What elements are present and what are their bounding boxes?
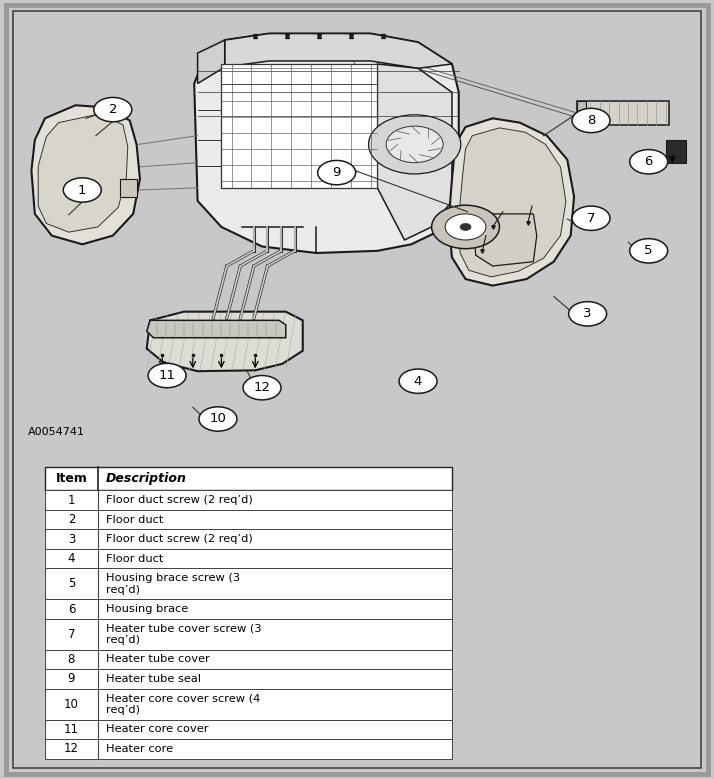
Bar — [45, 599, 452, 619]
Text: Heater tube seal: Heater tube seal — [106, 674, 201, 684]
Circle shape — [199, 407, 237, 431]
Circle shape — [431, 205, 500, 249]
Circle shape — [630, 150, 668, 174]
Polygon shape — [448, 118, 574, 286]
Text: 12: 12 — [253, 381, 271, 394]
Text: 5: 5 — [68, 577, 75, 590]
Bar — [45, 689, 452, 720]
Text: Heater tube cover: Heater tube cover — [106, 654, 210, 664]
Text: 1: 1 — [78, 184, 86, 196]
Bar — [45, 510, 452, 530]
Text: Heater core cover screw (4
req’d): Heater core cover screw (4 req’d) — [106, 693, 261, 715]
Polygon shape — [39, 114, 128, 232]
Circle shape — [94, 97, 132, 122]
Text: 5: 5 — [645, 245, 653, 257]
Text: 7: 7 — [68, 628, 75, 640]
Text: Description: Description — [106, 472, 187, 485]
Polygon shape — [221, 64, 377, 188]
Text: 3: 3 — [68, 533, 75, 545]
Text: Heater tube cover screw (3
req’d): Heater tube cover screw (3 req’d) — [106, 623, 261, 645]
Circle shape — [572, 206, 610, 231]
Text: 12: 12 — [64, 742, 79, 756]
Text: Floor duct screw (2 req’d): Floor duct screw (2 req’d) — [106, 495, 253, 505]
Text: Heater core: Heater core — [106, 744, 174, 754]
Text: A0054741: A0054741 — [28, 427, 85, 437]
Circle shape — [568, 301, 607, 326]
Polygon shape — [194, 33, 458, 253]
Text: 4: 4 — [68, 552, 75, 565]
Polygon shape — [225, 33, 452, 69]
Text: 4: 4 — [414, 375, 422, 388]
Text: 10: 10 — [64, 698, 79, 710]
Text: 3: 3 — [583, 308, 592, 320]
Text: Floor duct screw (2 req’d): Floor duct screw (2 req’d) — [106, 534, 253, 545]
Text: Housing brace: Housing brace — [106, 604, 188, 614]
Circle shape — [64, 178, 101, 203]
Text: Heater core cover: Heater core cover — [106, 724, 208, 735]
Polygon shape — [31, 105, 140, 245]
Polygon shape — [377, 64, 452, 240]
Text: Item: Item — [56, 472, 87, 485]
Polygon shape — [473, 214, 537, 266]
Circle shape — [460, 224, 471, 231]
Polygon shape — [198, 40, 225, 83]
Circle shape — [243, 375, 281, 400]
Circle shape — [630, 238, 668, 263]
Bar — [45, 650, 452, 669]
Polygon shape — [146, 312, 303, 371]
Text: 9: 9 — [333, 166, 341, 179]
Circle shape — [318, 160, 356, 185]
Polygon shape — [665, 140, 686, 163]
Text: Floor duct: Floor duct — [106, 515, 164, 524]
Bar — [45, 530, 452, 549]
Bar — [45, 669, 452, 689]
Polygon shape — [578, 101, 669, 125]
Circle shape — [368, 115, 461, 174]
Bar — [45, 549, 452, 569]
Polygon shape — [458, 128, 566, 277]
Circle shape — [399, 369, 437, 393]
Text: 8: 8 — [587, 114, 595, 127]
Circle shape — [386, 126, 443, 163]
Bar — [45, 467, 452, 490]
Circle shape — [572, 108, 610, 132]
Text: 10: 10 — [209, 413, 226, 425]
Text: 2: 2 — [109, 103, 117, 116]
Bar — [45, 619, 452, 650]
Polygon shape — [120, 179, 136, 196]
Circle shape — [148, 363, 186, 388]
Text: 7: 7 — [587, 212, 595, 225]
Bar — [45, 569, 452, 599]
Text: 8: 8 — [68, 653, 75, 666]
Bar — [45, 720, 452, 739]
Circle shape — [446, 214, 486, 240]
Text: 11: 11 — [159, 369, 176, 382]
Text: 9: 9 — [68, 672, 75, 686]
Text: 6: 6 — [645, 155, 653, 168]
Text: Floor duct: Floor duct — [106, 554, 164, 564]
Bar — [45, 490, 452, 510]
Text: 1: 1 — [68, 494, 75, 506]
Text: Housing brace screw (3
req’d): Housing brace screw (3 req’d) — [106, 573, 240, 595]
Text: 11: 11 — [64, 723, 79, 736]
Text: 6: 6 — [68, 602, 75, 615]
Text: 2: 2 — [68, 513, 75, 526]
Polygon shape — [578, 101, 586, 125]
Polygon shape — [146, 320, 286, 338]
Bar — [45, 739, 452, 759]
